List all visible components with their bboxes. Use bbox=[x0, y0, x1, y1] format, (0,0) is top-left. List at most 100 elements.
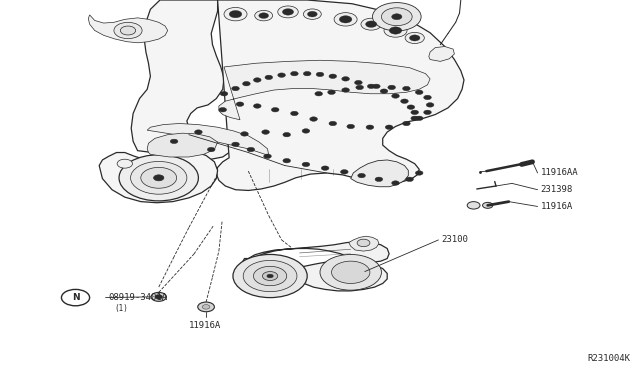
Polygon shape bbox=[219, 60, 430, 120]
Circle shape bbox=[347, 124, 355, 129]
Circle shape bbox=[307, 11, 317, 17]
Circle shape bbox=[271, 108, 279, 112]
Polygon shape bbox=[216, 0, 464, 190]
Circle shape bbox=[291, 111, 298, 116]
Circle shape bbox=[141, 167, 177, 188]
Circle shape bbox=[170, 139, 178, 144]
Text: 11916A: 11916A bbox=[189, 321, 221, 330]
Polygon shape bbox=[429, 46, 454, 61]
Circle shape bbox=[467, 202, 480, 209]
Circle shape bbox=[355, 80, 362, 85]
Circle shape bbox=[131, 161, 187, 194]
Circle shape bbox=[392, 94, 399, 98]
Circle shape bbox=[291, 71, 298, 76]
Circle shape bbox=[411, 110, 419, 115]
Circle shape bbox=[224, 7, 247, 21]
Circle shape bbox=[375, 177, 383, 182]
Circle shape bbox=[253, 104, 261, 108]
Circle shape bbox=[329, 74, 337, 78]
Circle shape bbox=[392, 181, 399, 185]
Circle shape bbox=[220, 92, 228, 96]
Circle shape bbox=[232, 86, 239, 91]
Circle shape bbox=[247, 147, 255, 152]
Circle shape bbox=[259, 13, 269, 19]
Polygon shape bbox=[351, 160, 408, 187]
Circle shape bbox=[483, 202, 493, 208]
Circle shape bbox=[243, 260, 297, 292]
Circle shape bbox=[401, 99, 408, 103]
Circle shape bbox=[120, 26, 136, 35]
Circle shape bbox=[253, 266, 287, 286]
Circle shape bbox=[302, 129, 310, 133]
Circle shape bbox=[253, 78, 261, 82]
Circle shape bbox=[61, 289, 90, 306]
Text: 11916A: 11916A bbox=[541, 202, 573, 211]
Circle shape bbox=[424, 110, 431, 115]
Circle shape bbox=[241, 132, 248, 136]
Circle shape bbox=[207, 147, 215, 152]
Circle shape bbox=[406, 177, 413, 182]
Circle shape bbox=[114, 22, 142, 39]
Circle shape bbox=[329, 121, 337, 126]
Circle shape bbox=[410, 35, 420, 41]
Circle shape bbox=[384, 24, 407, 37]
Circle shape bbox=[117, 159, 132, 168]
Circle shape bbox=[262, 130, 269, 134]
Text: N: N bbox=[72, 293, 79, 302]
Circle shape bbox=[372, 84, 380, 89]
Circle shape bbox=[119, 155, 198, 201]
Circle shape bbox=[356, 85, 364, 90]
Circle shape bbox=[267, 274, 273, 278]
Circle shape bbox=[321, 166, 329, 170]
Text: R231004K: R231004K bbox=[588, 354, 630, 363]
Circle shape bbox=[195, 130, 202, 134]
Circle shape bbox=[426, 103, 434, 107]
Circle shape bbox=[233, 254, 307, 298]
Circle shape bbox=[202, 305, 210, 309]
Polygon shape bbox=[88, 15, 168, 43]
Polygon shape bbox=[131, 0, 230, 159]
Circle shape bbox=[316, 72, 324, 77]
Polygon shape bbox=[99, 150, 218, 203]
Circle shape bbox=[388, 85, 396, 90]
Polygon shape bbox=[238, 242, 389, 291]
Circle shape bbox=[357, 239, 370, 247]
Circle shape bbox=[155, 295, 163, 299]
Circle shape bbox=[407, 105, 415, 109]
Circle shape bbox=[328, 90, 335, 94]
Circle shape bbox=[198, 302, 214, 312]
Polygon shape bbox=[147, 124, 269, 155]
Circle shape bbox=[282, 9, 294, 15]
Circle shape bbox=[232, 142, 239, 147]
Circle shape bbox=[340, 170, 348, 174]
Circle shape bbox=[262, 272, 278, 280]
Circle shape bbox=[372, 3, 421, 31]
Polygon shape bbox=[147, 133, 218, 157]
Circle shape bbox=[283, 158, 291, 163]
Circle shape bbox=[405, 32, 424, 44]
Circle shape bbox=[278, 6, 298, 18]
Circle shape bbox=[302, 162, 310, 167]
Circle shape bbox=[358, 173, 365, 178]
Text: 23100: 23100 bbox=[442, 235, 468, 244]
Circle shape bbox=[366, 125, 374, 129]
Circle shape bbox=[265, 75, 273, 80]
Circle shape bbox=[229, 10, 242, 18]
Circle shape bbox=[380, 89, 388, 93]
Circle shape bbox=[255, 10, 273, 21]
Circle shape bbox=[243, 81, 250, 86]
Circle shape bbox=[385, 125, 393, 129]
Circle shape bbox=[342, 88, 349, 92]
Polygon shape bbox=[349, 236, 379, 251]
Circle shape bbox=[403, 86, 410, 91]
Circle shape bbox=[424, 95, 431, 100]
Circle shape bbox=[315, 92, 323, 96]
Circle shape bbox=[381, 8, 412, 26]
Circle shape bbox=[415, 90, 423, 94]
Circle shape bbox=[342, 77, 349, 81]
Circle shape bbox=[236, 102, 244, 106]
Circle shape bbox=[389, 27, 402, 34]
Circle shape bbox=[339, 16, 352, 23]
Text: 11916AA: 11916AA bbox=[541, 169, 579, 177]
Circle shape bbox=[403, 121, 410, 126]
